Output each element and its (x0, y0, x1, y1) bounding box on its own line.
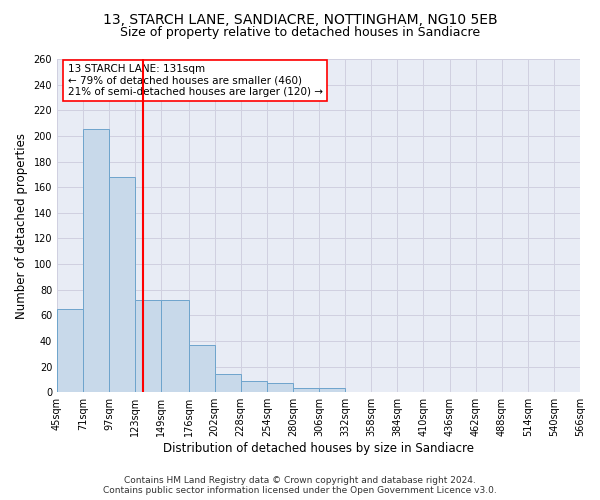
Text: Contains HM Land Registry data © Crown copyright and database right 2024.
Contai: Contains HM Land Registry data © Crown c… (103, 476, 497, 495)
Bar (109, 177, 136, 392)
Bar (267, 383, 293, 392)
Bar (241, 380, 267, 392)
Text: 13, STARCH LANE, SANDIACRE, NOTTINGHAM, NG10 5EB: 13, STARCH LANE, SANDIACRE, NOTTINGHAM, … (103, 12, 497, 26)
Bar (57, 309, 83, 392)
X-axis label: Distribution of detached houses by size in Sandiacre: Distribution of detached houses by size … (163, 442, 474, 455)
Bar (136, 300, 161, 392)
Text: 13 STARCH LANE: 131sqm
← 79% of detached houses are smaller (460)
21% of semi-de: 13 STARCH LANE: 131sqm ← 79% of detached… (68, 64, 323, 97)
Bar (83, 130, 109, 392)
Bar (215, 374, 241, 392)
Bar (188, 345, 215, 392)
Bar (293, 388, 319, 392)
Y-axis label: Number of detached properties: Number of detached properties (15, 132, 28, 318)
Bar (161, 300, 188, 392)
Text: Size of property relative to detached houses in Sandiacre: Size of property relative to detached ho… (120, 26, 480, 39)
Bar (319, 388, 345, 392)
